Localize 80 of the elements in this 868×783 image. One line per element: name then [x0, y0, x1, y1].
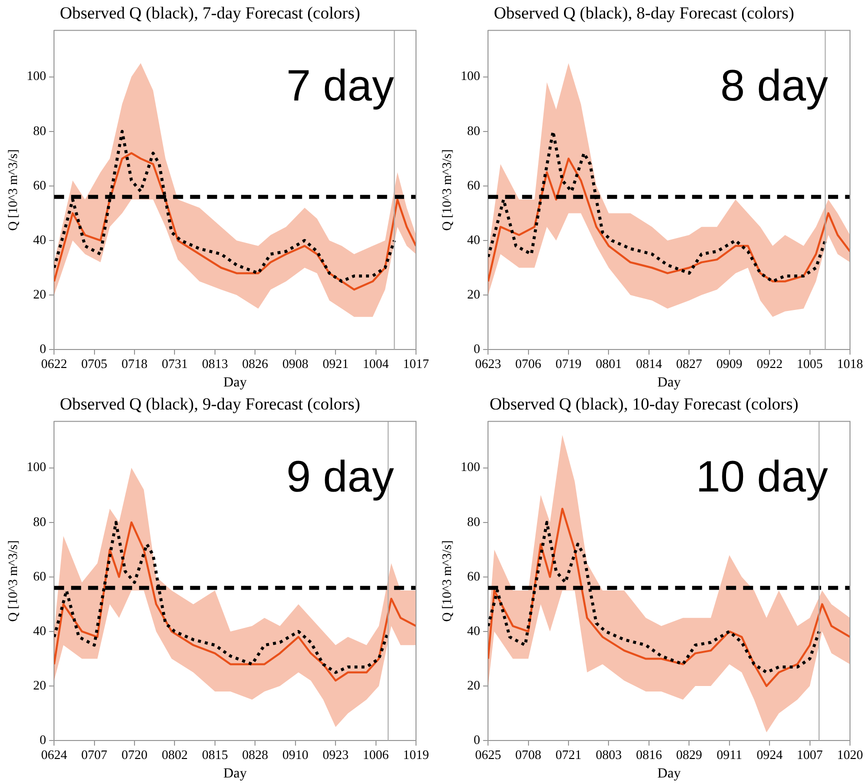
y-tick-label: 20 [33, 286, 46, 302]
x-tick-label: 0718 [122, 356, 148, 371]
y-tick-label: 80 [467, 514, 480, 529]
x-tick-label: 0909 [716, 356, 742, 371]
y-tick-label: 40 [33, 622, 46, 638]
x-tick-label: 0705 [81, 356, 108, 371]
x-axis-title: Day [223, 375, 247, 390]
y-tick-label: 100 [26, 459, 46, 474]
x-tick-label: 0731 [162, 356, 188, 371]
y-tick-label: 0 [474, 341, 480, 356]
y-tick-label: 60 [33, 568, 46, 584]
y-axis-title: Q [10^3 m^3/s] [439, 149, 454, 231]
x-tick-label: 0924 [756, 746, 784, 762]
x-tick-label: 0706 [515, 356, 542, 371]
chart-title: Observed Q (black), 10-day Forecast (colors) [490, 394, 798, 414]
x-tick-label: 0803 [596, 746, 622, 762]
y-axis-title: Q [10^3 m^3/s] [5, 540, 20, 622]
x-tick-label: 0801 [596, 356, 622, 371]
x-tick-label: 0815 [202, 746, 228, 762]
x-tick-label: 1018 [837, 356, 863, 371]
x-tick-label: 1019 [403, 746, 429, 762]
y-tick-label: 20 [467, 677, 480, 692]
x-tick-label: 0813 [202, 356, 228, 371]
annotation: 10 day [696, 452, 828, 502]
x-tick-label: 0910 [282, 746, 308, 762]
x-tick-label: 0814 [636, 356, 662, 371]
y-tick-label: 100 [26, 68, 46, 84]
chart-title: Observed Q (black), 8-day Forecast (colors) [494, 4, 794, 23]
x-tick-label: 1017 [403, 356, 430, 371]
chart-title: Observed Q (black), 7-day Forecast (colors) [60, 4, 360, 23]
y-tick-label: 80 [33, 122, 46, 138]
annotation: 9 day [286, 452, 394, 502]
x-tick-label: 1020 [837, 746, 863, 762]
x-axis-title: Day [657, 766, 681, 782]
x-tick-label: 0802 [162, 746, 188, 762]
y-tick-label: 20 [33, 677, 46, 692]
x-tick-label: 0921 [322, 356, 349, 371]
y-tick-label: 40 [33, 232, 46, 247]
y-tick-label: 40 [467, 622, 480, 638]
y-tick-label: 40 [467, 232, 480, 247]
x-tick-label: 0707 [81, 746, 108, 762]
y-tick-label: 0 [474, 732, 480, 748]
x-tick-label: 1004 [362, 356, 390, 371]
x-tick-label: 1007 [796, 746, 824, 762]
y-axis-title: Q [10^3 m^3/s] [5, 149, 20, 231]
x-tick-label: 0816 [636, 746, 662, 762]
x-tick-label: 0911 [716, 746, 742, 762]
chart-title: Observed Q (black), 9-day Forecast (colors) [60, 394, 360, 414]
x-tick-label: 0622 [41, 356, 68, 371]
y-tick-label: 100 [460, 68, 480, 84]
x-tick-label: 0923 [322, 746, 349, 762]
y-tick-label: 20 [467, 286, 480, 302]
x-axis-title: Day [223, 766, 247, 782]
annotation: 7 day [286, 61, 394, 110]
x-tick-label: 0721 [556, 746, 582, 762]
x-tick-label: 0826 [242, 356, 269, 371]
y-tick-label: 80 [33, 514, 46, 529]
x-tick-label: 0827 [676, 356, 703, 371]
y-tick-label: 0 [40, 732, 46, 748]
annotation: 8 day [720, 61, 828, 110]
x-tick-label: 1005 [796, 356, 823, 371]
y-tick-label: 60 [467, 568, 480, 584]
y-axis-title: Q [10^3 m^3/s] [439, 540, 454, 622]
x-tick-label: 0828 [242, 746, 268, 762]
x-tick-label: 0719 [556, 356, 582, 371]
y-tick-label: 0 [40, 341, 46, 356]
y-tick-label: 80 [467, 122, 480, 138]
x-tick-label: 0624 [41, 746, 68, 762]
x-tick-label: 0829 [676, 746, 702, 762]
x-tick-label: 1006 [362, 746, 390, 762]
x-tick-label: 0908 [282, 356, 308, 371]
x-tick-label: 0623 [475, 356, 502, 371]
x-tick-label: 0625 [475, 746, 502, 762]
x-tick-label: 0720 [122, 746, 148, 762]
x-axis-title: Day [657, 375, 681, 390]
y-tick-label: 100 [460, 459, 480, 474]
y-tick-label: 60 [467, 177, 480, 192]
x-tick-label: 0708 [515, 746, 542, 762]
x-tick-label: 0922 [756, 356, 783, 371]
y-tick-label: 60 [33, 177, 46, 192]
